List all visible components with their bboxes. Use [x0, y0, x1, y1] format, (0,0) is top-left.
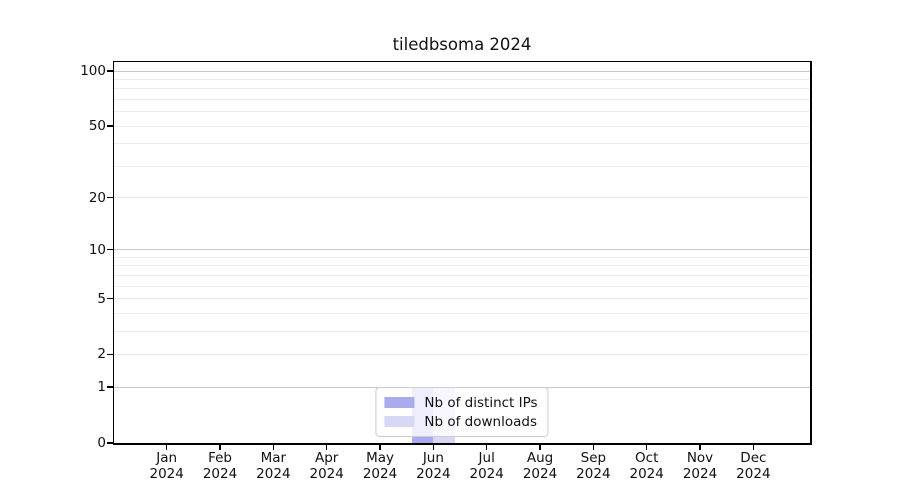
x-tick-year: 2024 [522, 466, 558, 482]
gridline-minor [114, 298, 810, 300]
x-tick-month: May [366, 450, 394, 466]
y-tick-label: 100 [80, 63, 106, 79]
x-tick-month: Jun [422, 450, 444, 466]
x-tick-label: Jan 2024 [127, 450, 207, 482]
legend-label-nb-of-distinct-ips: Nb of distinct IPs [424, 394, 538, 411]
x-tick-label: Sep 2024 [553, 450, 633, 482]
x-tick-year: 2024 [682, 466, 718, 482]
x-tick-label: Jul 2024 [447, 450, 527, 482]
legend-entry-nb-of-downloads: Nb of downloads [384, 412, 537, 431]
x-tick-year: 2024 [256, 466, 291, 482]
y-tick-label: 20 [88, 189, 106, 206]
y-tick-mark [106, 70, 113, 72]
x-tick-mark [379, 444, 381, 450]
gridline-minor [114, 353, 810, 355]
bottom-spine [112, 443, 812, 445]
gridline-minor [114, 111, 810, 113]
y-tick-mark [106, 386, 113, 388]
y-tick-label: 5 [97, 290, 106, 307]
x-tick-month: Oct [635, 450, 659, 466]
x-tick-label: Nov 2024 [660, 450, 740, 482]
y-tick-mark [106, 196, 113, 199]
y-tick-label: 50 [88, 118, 106, 135]
gridline-minor [114, 197, 810, 199]
x-tick-mark [432, 444, 435, 450]
chart-title: tiledbsoma 2024 [392, 35, 532, 54]
gridline-minor [114, 285, 810, 287]
legend-label-nb-of-downloads: Nb of downloads [424, 413, 537, 430]
gridline-minor [114, 125, 810, 127]
x-tick-year: 2024 [416, 466, 451, 482]
x-tick-mark [539, 444, 541, 450]
x-tick-mark [699, 444, 701, 450]
x-tick-mark [219, 444, 221, 450]
y-tick-mark [106, 297, 113, 300]
gridline-minor [114, 265, 810, 267]
gridline-minor [114, 98, 810, 100]
y-tick-mark [106, 353, 113, 356]
y-tick-label: 10 [88, 241, 106, 258]
x-tick-label: Apr 2024 [287, 450, 367, 482]
y-tick-label: 2 [97, 346, 106, 363]
x-tick-label: Mar 2024 [233, 450, 313, 482]
x-tick-month: Apr [315, 450, 339, 466]
x-tick-mark [325, 444, 328, 450]
gridline-minor [114, 312, 810, 314]
left-spine [112, 60, 114, 445]
x-tick-mark [272, 444, 275, 450]
x-tick-year: 2024 [576, 466, 611, 482]
gridline-major [114, 249, 810, 251]
x-tick-mark [645, 444, 648, 450]
gridline-minor [114, 78, 810, 80]
x-tick-year: 2024 [362, 466, 398, 482]
x-tick-year: 2024 [149, 466, 184, 482]
x-tick-month: Nov [686, 450, 714, 466]
plot-area: Nb of distinct IPs Nb of downloads [114, 62, 810, 443]
x-tick-year: 2024 [469, 466, 504, 482]
x-tick-month: Aug [526, 450, 554, 466]
x-tick-label: Oct 2024 [607, 450, 687, 482]
gridline-major [114, 70, 810, 72]
gridline-minor [114, 256, 810, 258]
gridline-minor [114, 274, 810, 276]
x-tick-month: Jan [156, 450, 178, 466]
y-tick-mark [106, 248, 113, 251]
legend-box: Nb of distinct IPs Nb of downloads [375, 387, 549, 437]
x-tick-month: Dec [740, 450, 767, 466]
gridline-minor [114, 143, 810, 145]
gridline-minor [114, 88, 810, 90]
legend-swatch-nb-of-distinct-ips [384, 397, 415, 408]
x-tick-month: Sep [580, 450, 607, 466]
x-tick-label: Jun 2024 [393, 450, 473, 482]
legend-swatch-nb-of-downloads [384, 416, 415, 427]
x-tick-month: Jul [478, 450, 495, 466]
x-tick-month: Mar [260, 450, 287, 466]
legend-entry-nb-of-distinct-ips: Nb of distinct IPs [384, 393, 538, 412]
top-spine [112, 60, 812, 62]
x-tick-label: May 2024 [340, 450, 420, 482]
x-tick-month: Feb [208, 450, 232, 466]
x-tick-year: 2024 [309, 466, 344, 482]
y-tick-mark [106, 125, 113, 127]
gridline-minor [114, 330, 810, 332]
x-tick-label: Aug 2024 [500, 450, 580, 482]
right-spine [810, 60, 812, 445]
x-tick-label: Feb 2024 [180, 450, 260, 482]
y-tick-label: 0 [97, 435, 106, 451]
gridline-minor [114, 165, 810, 167]
x-tick-mark [165, 444, 168, 450]
x-tick-mark [485, 444, 488, 450]
y-tick-mark [106, 442, 113, 444]
x-tick-year: 2024 [202, 466, 238, 482]
x-tick-mark [752, 444, 755, 450]
x-tick-year: 2024 [629, 466, 664, 482]
y-tick-label: 1 [97, 379, 106, 396]
x-tick-mark [592, 444, 595, 450]
x-tick-label: Dec 2024 [713, 450, 793, 482]
x-tick-year: 2024 [736, 466, 771, 482]
